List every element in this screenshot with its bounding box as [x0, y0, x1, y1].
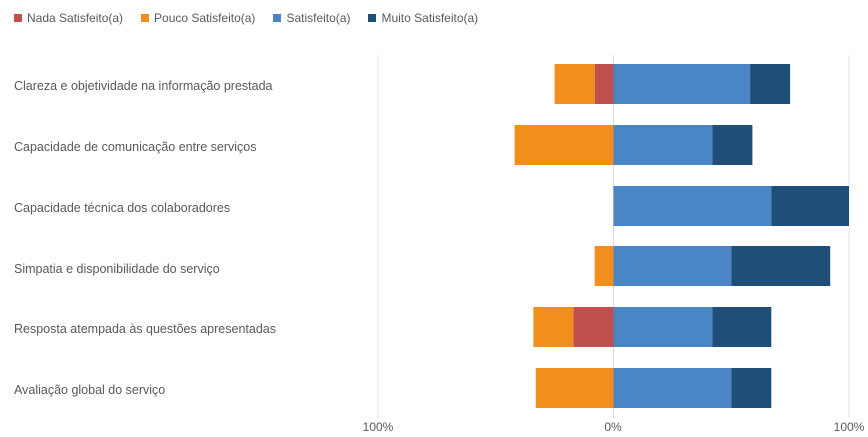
bar-muito-row-6: [731, 368, 772, 408]
legend-item-satisfeito: Satisfeito(a): [273, 11, 350, 25]
legend-item-pouco: Pouco Satisfeito(a): [141, 11, 255, 25]
bar-muito-row-5: [712, 307, 772, 347]
category-label-avaliacao-global: Avaliação global do serviço: [14, 383, 166, 397]
bar-satisfeito-row-2: [613, 125, 713, 165]
bar-nada-row-5: [573, 307, 614, 347]
bar-nada-row-1: [594, 64, 614, 104]
bar-pouco-row-2: [514, 125, 614, 165]
bar-satisfeito-row-4: [613, 246, 732, 286]
legend-item-muito: Muito Satisfeito(a): [368, 11, 478, 25]
category-label-resposta: Resposta atempada às questões apresentad…: [14, 322, 276, 336]
bar-pouco-row-5: [533, 307, 574, 347]
legend-item-nada: Nada Satisfeito(a): [14, 11, 123, 25]
legend-label-muito: Muito Satisfeito(a): [381, 11, 479, 25]
legend-swatch-nada: [14, 14, 22, 22]
bar-pouco-row-1: [554, 64, 595, 104]
category-label-comunicacao: Capacidade de comunicação entre serviços: [14, 140, 257, 154]
category-label-simpatia: Simpatia e disponibilidade do serviço: [14, 262, 220, 276]
bar-pouco-row-6: [535, 368, 614, 408]
legend-label-pouco: Pouco Satisfeito(a): [154, 11, 256, 25]
bar-satisfeito-row-1: [613, 64, 751, 104]
category-label-capacidade-tecnica: Capacidade técnica dos colaboradores: [14, 201, 231, 215]
bar-muito-row-1: [750, 64, 791, 104]
bar-group: [514, 64, 849, 408]
legend-swatch-satisfeito: [273, 14, 282, 22]
bar-satisfeito-row-5: [613, 307, 713, 347]
bar-satisfeito-row-6: [613, 368, 732, 408]
legend-label-satisfeito: Satisfeito(a): [286, 11, 351, 25]
legend-label-nada: Nada Satisfeito(a): [27, 11, 124, 25]
category-label-clareza: Clareza e objetividade na informação pre…: [14, 79, 273, 93]
x-tick-label-right: 100%: [833, 420, 865, 434]
bar-pouco-row-4: [594, 246, 614, 286]
legend-swatch-muito: [368, 14, 377, 22]
bar-satisfeito-row-3: [613, 186, 772, 226]
legend-swatch-pouco: [141, 14, 150, 22]
bar-muito-row-2: [712, 125, 753, 165]
x-tick-label-left: 100%: [362, 420, 394, 434]
bar-muito-row-3: [771, 186, 849, 226]
bar-muito-row-4: [731, 246, 831, 286]
x-tick-label-center: 0%: [604, 420, 622, 434]
chart-legend: Nada Satisfeito(a) Pouco Satisfeito(a) S…: [14, 10, 496, 26]
